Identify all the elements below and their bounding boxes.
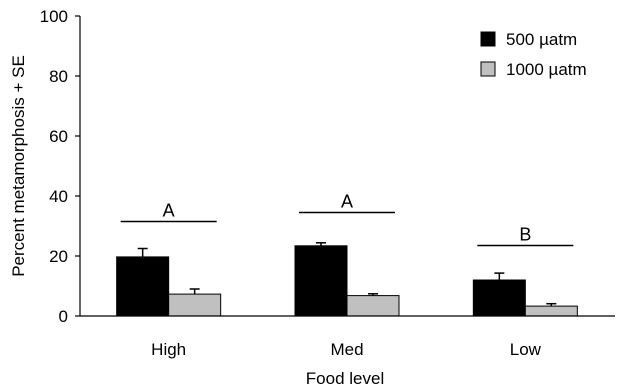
bar (116, 256, 170, 317)
y-tick-label: 40 (49, 187, 68, 206)
significance-letter: B (519, 225, 531, 245)
y-tick-label: 0 (59, 307, 68, 326)
y-tick-label: 20 (49, 247, 68, 266)
bar (524, 305, 578, 317)
bar (294, 245, 348, 317)
y-tick-label: 100 (40, 7, 68, 26)
legend-label: 500 µatm (506, 30, 577, 49)
error-bars (137, 242, 557, 307)
significance-letter: A (163, 201, 175, 221)
x-tick-label: Low (510, 340, 542, 359)
bar (472, 279, 526, 317)
bar (168, 293, 222, 317)
x-axis-tick-labels: High Med Low (151, 340, 541, 359)
legend-swatch (480, 61, 496, 77)
y-tick-label: 80 (49, 67, 68, 86)
y-axis-ticks: 0 20 40 60 80 100 (40, 7, 80, 326)
x-axis-title: Food level (306, 369, 384, 388)
legend-swatch (480, 31, 496, 47)
y-tick-label: 60 (49, 127, 68, 146)
significance-annotations: A A B (120, 192, 574, 247)
x-tick-label: Med (330, 340, 363, 359)
legend: 500 µatm 1000 µatm (480, 30, 587, 79)
significance-letter: A (341, 192, 353, 212)
bar (346, 295, 400, 317)
x-tick-label: High (151, 340, 186, 359)
legend-label: 1000 µatm (506, 60, 587, 79)
y-axis-title: Percent metamorphosis + SE (9, 55, 28, 277)
bars (116, 245, 578, 317)
